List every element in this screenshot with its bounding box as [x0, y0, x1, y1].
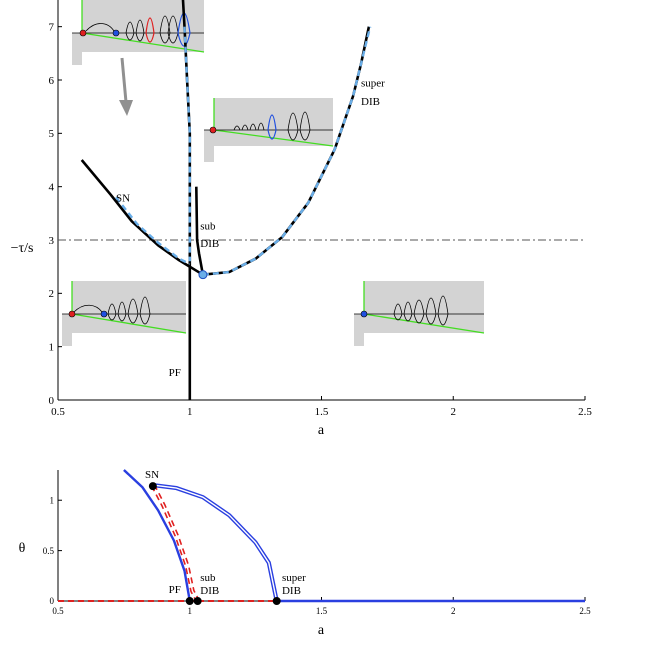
- bottom-xlabel: a: [318, 623, 325, 638]
- bottom-ytick-label: 1: [50, 495, 55, 505]
- bottom-annotation: DIB: [200, 585, 219, 597]
- top-ytick-label: 0: [49, 395, 55, 407]
- top-xtick-label: 1.5: [315, 406, 329, 418]
- top-series-4: [115, 196, 191, 266]
- bottom-marker: [272, 597, 281, 605]
- bottom-marker: [193, 597, 202, 605]
- top-annotation: super: [361, 77, 385, 89]
- bottom-series: [58, 469, 585, 603]
- bottom-ytick-label: 0: [50, 596, 55, 606]
- bottom-annotation: SN: [145, 469, 159, 481]
- top-annotation: SN: [116, 193, 130, 205]
- bottom-marker: [148, 482, 157, 491]
- top-series-6: [202, 26, 372, 276]
- top-ytick-label: 5: [49, 128, 55, 140]
- top-annotation: DIB: [361, 96, 380, 108]
- bottom-xtick-label: 1.5: [316, 606, 328, 616]
- bottom-xtick-label: 2.5: [579, 606, 591, 616]
- bottom-xtick-label: 0.5: [52, 606, 64, 616]
- top-plot-frame: [57, 0, 585, 401]
- bottom-xtick-label: 1: [188, 606, 193, 616]
- bottom-annotation: super: [282, 572, 306, 584]
- bottom-annotation: PF: [169, 584, 181, 596]
- top-xtick-label: 1: [187, 406, 193, 418]
- bottom-series-1: [152, 484, 278, 602]
- bottom-plot-frame: [57, 470, 585, 602]
- top-ytick-label: 3: [49, 235, 55, 247]
- top-annotations: SN sub DIB super DIB PF: [116, 77, 385, 379]
- top-xtick-label: 2.5: [578, 406, 592, 418]
- top-annotation: sub: [200, 220, 216, 232]
- top-series-2: [195, 186, 205, 275]
- bottom-ylabel: θ: [19, 541, 26, 556]
- top-series-5: [183, 26, 191, 262]
- top-series: [80, 0, 372, 400]
- bottom-ytick-label: 0.5: [43, 546, 55, 556]
- bottom-series-2: [152, 484, 199, 602]
- bottom-annotation: sub: [200, 572, 216, 584]
- inset-sketch-3: [62, 281, 187, 346]
- top-ytick-label: 2: [49, 288, 55, 300]
- grey-arrow: [119, 57, 133, 116]
- top-xtick-label: 0.5: [51, 406, 65, 418]
- top-ytick-label: 6: [49, 75, 55, 87]
- inset-sketches: [62, 0, 485, 346]
- top-series-0: [80, 159, 191, 268]
- top-xtick-label: 2: [451, 406, 457, 418]
- bottom-marker: [185, 597, 194, 605]
- bottom-ticks: 0.5 1 1.5 2 2.500.51: [43, 495, 591, 616]
- inset-sketch-4: [354, 281, 485, 346]
- bottom-annotation: DIB: [282, 585, 301, 597]
- inset-sketch-2: [204, 98, 334, 162]
- bottom-xtick-label: 2: [451, 606, 456, 616]
- bottom-markers: [148, 482, 281, 605]
- top-annotation: DIB: [200, 238, 219, 250]
- top-ytick-label: 1: [49, 342, 55, 354]
- top-ylabel: −τ/s: [11, 241, 34, 256]
- top-ticks: 0.5 1 1.5 2 2.5 0 1 2 3 4 5 6 7: [49, 22, 593, 418]
- top-xlabel: a: [318, 423, 325, 438]
- top-annotation: PF: [169, 367, 181, 379]
- top-markers: [198, 270, 208, 280]
- top-ytick-label: 4: [49, 182, 55, 194]
- bottom-series-0: [123, 469, 191, 602]
- top-marker: [198, 270, 208, 280]
- top-ytick-label: 7: [49, 22, 55, 34]
